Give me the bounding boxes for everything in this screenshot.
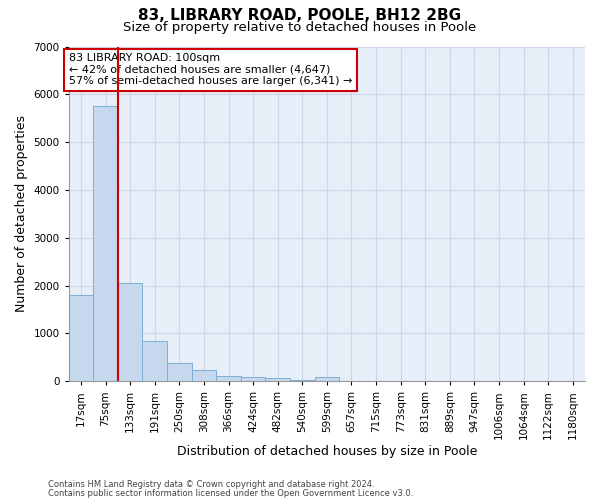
Text: Contains HM Land Registry data © Crown copyright and database right 2024.: Contains HM Land Registry data © Crown c…	[48, 480, 374, 489]
Bar	[118, 282, 142, 381]
Text: Contains public sector information licensed under the Open Government Licence v3: Contains public sector information licen…	[48, 488, 413, 498]
Bar	[290, 380, 314, 381]
Bar	[314, 377, 339, 381]
Bar	[216, 376, 241, 381]
X-axis label: Distribution of detached houses by size in Poole: Distribution of detached houses by size …	[176, 444, 477, 458]
Bar	[167, 363, 191, 381]
Text: Size of property relative to detached houses in Poole: Size of property relative to detached ho…	[124, 21, 476, 34]
Y-axis label: Number of detached properties: Number of detached properties	[15, 116, 28, 312]
Bar	[191, 370, 216, 381]
Bar	[69, 295, 93, 381]
Text: 83 LIBRARY ROAD: 100sqm
← 42% of detached houses are smaller (4,647)
57% of semi: 83 LIBRARY ROAD: 100sqm ← 42% of detache…	[69, 53, 352, 86]
Bar	[93, 106, 118, 381]
Bar	[142, 342, 167, 381]
Text: 83, LIBRARY ROAD, POOLE, BH12 2BG: 83, LIBRARY ROAD, POOLE, BH12 2BG	[139, 8, 461, 22]
Bar	[241, 376, 265, 381]
Bar	[265, 378, 290, 381]
